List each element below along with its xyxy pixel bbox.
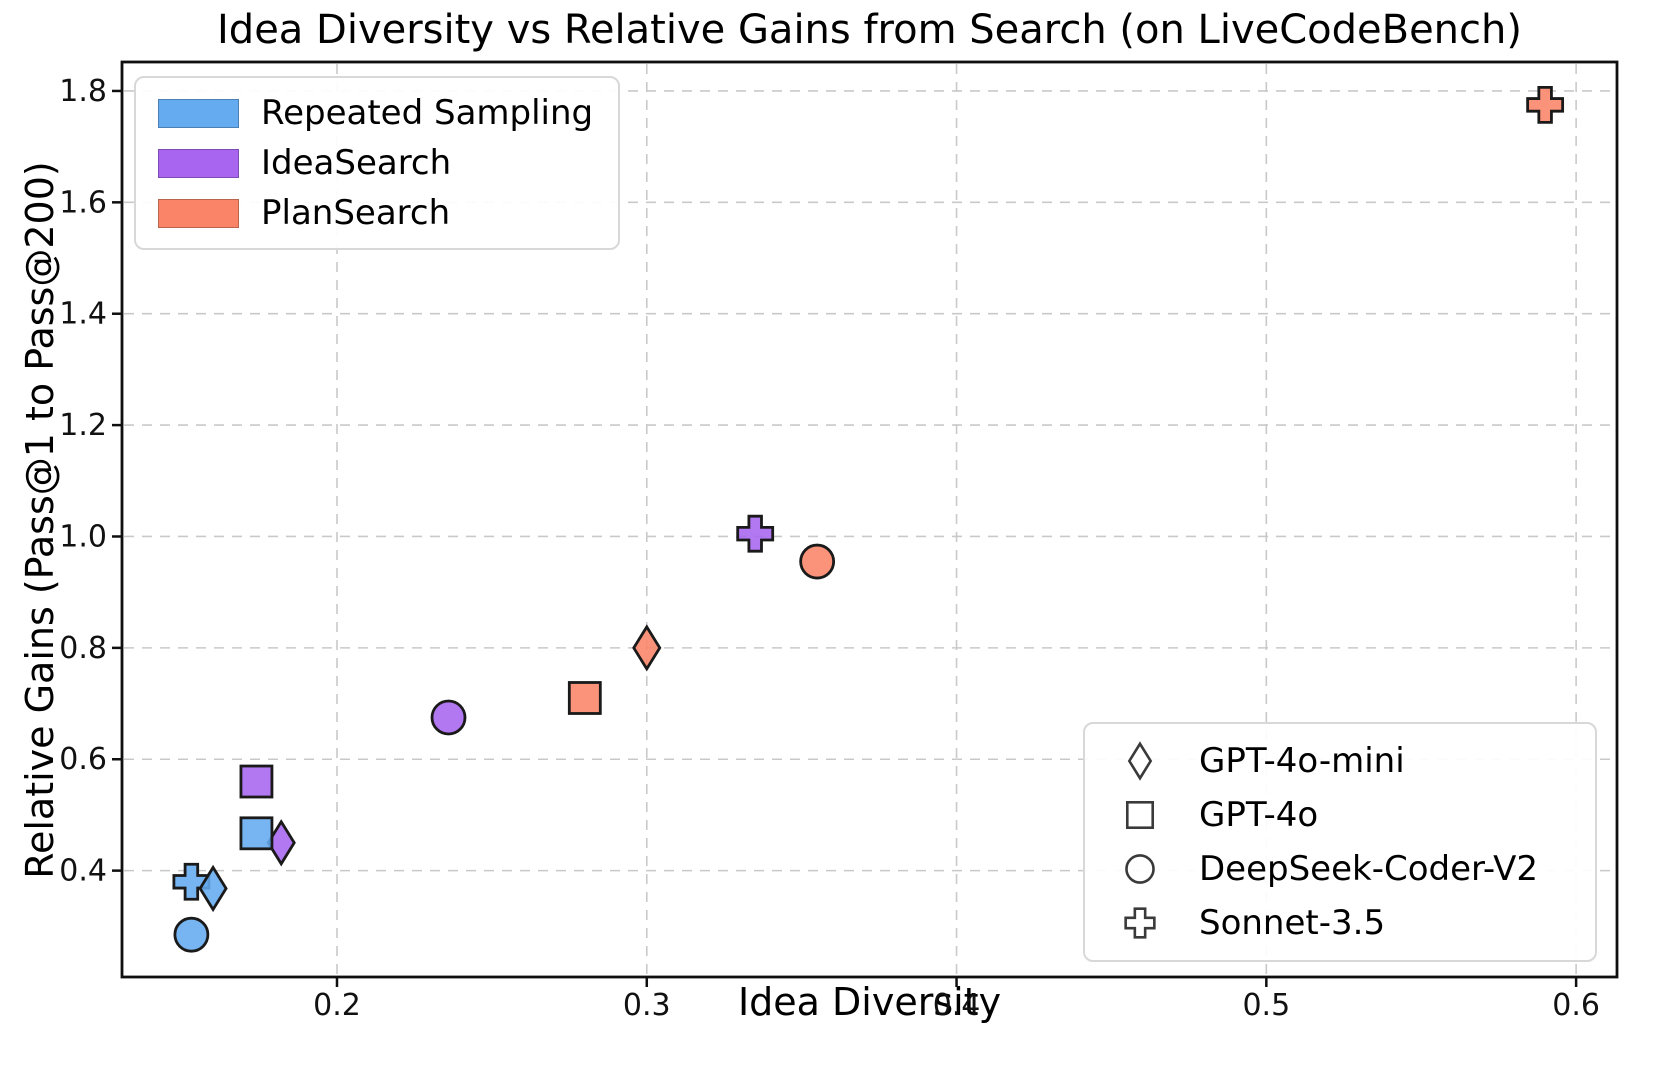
model-legend-label: Sonnet-3.5 [1199, 903, 1386, 943]
ideasearch-swatch [158, 148, 239, 178]
method-legend-label: IdeaSearch [261, 143, 452, 183]
y-tick-label: 1.4 [59, 297, 107, 332]
chart-title: Idea Diversity vs Relative Gains from Se… [217, 7, 1522, 53]
y-tick-label: 1.0 [59, 519, 107, 554]
point-circle-repeated-sampling [173, 916, 210, 953]
x-tick-label: 0.5 [1242, 988, 1290, 1023]
y-tick-label: 0.6 [59, 742, 107, 777]
point-plus-plansearch [1526, 85, 1565, 124]
point-circle-ideasearch [430, 699, 467, 736]
x-tick-label: 0.4 [933, 988, 981, 1023]
square-marker-icon [1125, 800, 1155, 830]
model-legend: GPT-4o-mini GPT-4o DeepSeek-Coder-V2 Sonnet… [1083, 722, 1597, 962]
point-diamond-repeated-sampling [198, 864, 228, 913]
x-tick-label: 0.2 [313, 988, 361, 1023]
model-legend-label: GPT-4o-mini [1199, 741, 1405, 781]
model-legend-item: DeepSeek-Coder-V2 [1109, 846, 1595, 892]
x-tick-label: 0.6 [1552, 988, 1600, 1023]
circle-marker-icon [1125, 854, 1155, 884]
axes-spines [120, 60, 1619, 979]
model-legend-label: DeepSeek-Coder-V2 [1199, 849, 1538, 889]
model-legend-item: GPT-4o [1109, 792, 1595, 838]
model-legend-label: GPT-4o [1199, 795, 1319, 835]
y-tick-label: 1.8 [59, 74, 107, 109]
method-legend-label: PlanSearch [261, 193, 451, 233]
diamond-marker-icon [1127, 741, 1153, 781]
x-axis-label: Idea Diversity [737, 980, 1002, 1024]
point-square-ideasearch [239, 764, 274, 799]
model-legend-item: Sonnet-3.5 [1109, 900, 1595, 946]
method-legend-label: Repeated Sampling [261, 93, 594, 133]
method-legend-item: IdeaSearch [158, 143, 618, 183]
repeated-sampling-swatch [158, 98, 239, 128]
point-diamond-plansearch [632, 624, 662, 672]
point-square-repeated-sampling [239, 816, 274, 851]
y-tick-label: 1.2 [59, 408, 107, 443]
point-plus-ideasearch [736, 514, 775, 553]
model-legend-item: GPT-4o-mini [1109, 738, 1595, 784]
point-circle-plansearch [799, 543, 836, 580]
method-legend-item: PlanSearch [158, 193, 618, 233]
plus-marker-icon [1124, 907, 1156, 939]
method-legend: Repeated Sampling IdeaSearch PlanSearch [134, 76, 620, 250]
y-tick-label: 0.4 [59, 854, 107, 889]
y-tick-label: 0.8 [59, 631, 107, 666]
x-tick-label: 0.3 [623, 988, 671, 1023]
y-tick-label: 1.6 [59, 185, 107, 220]
plansearch-swatch [158, 198, 239, 228]
point-square-plansearch [567, 681, 602, 715]
method-legend-item: Repeated Sampling [158, 93, 618, 133]
